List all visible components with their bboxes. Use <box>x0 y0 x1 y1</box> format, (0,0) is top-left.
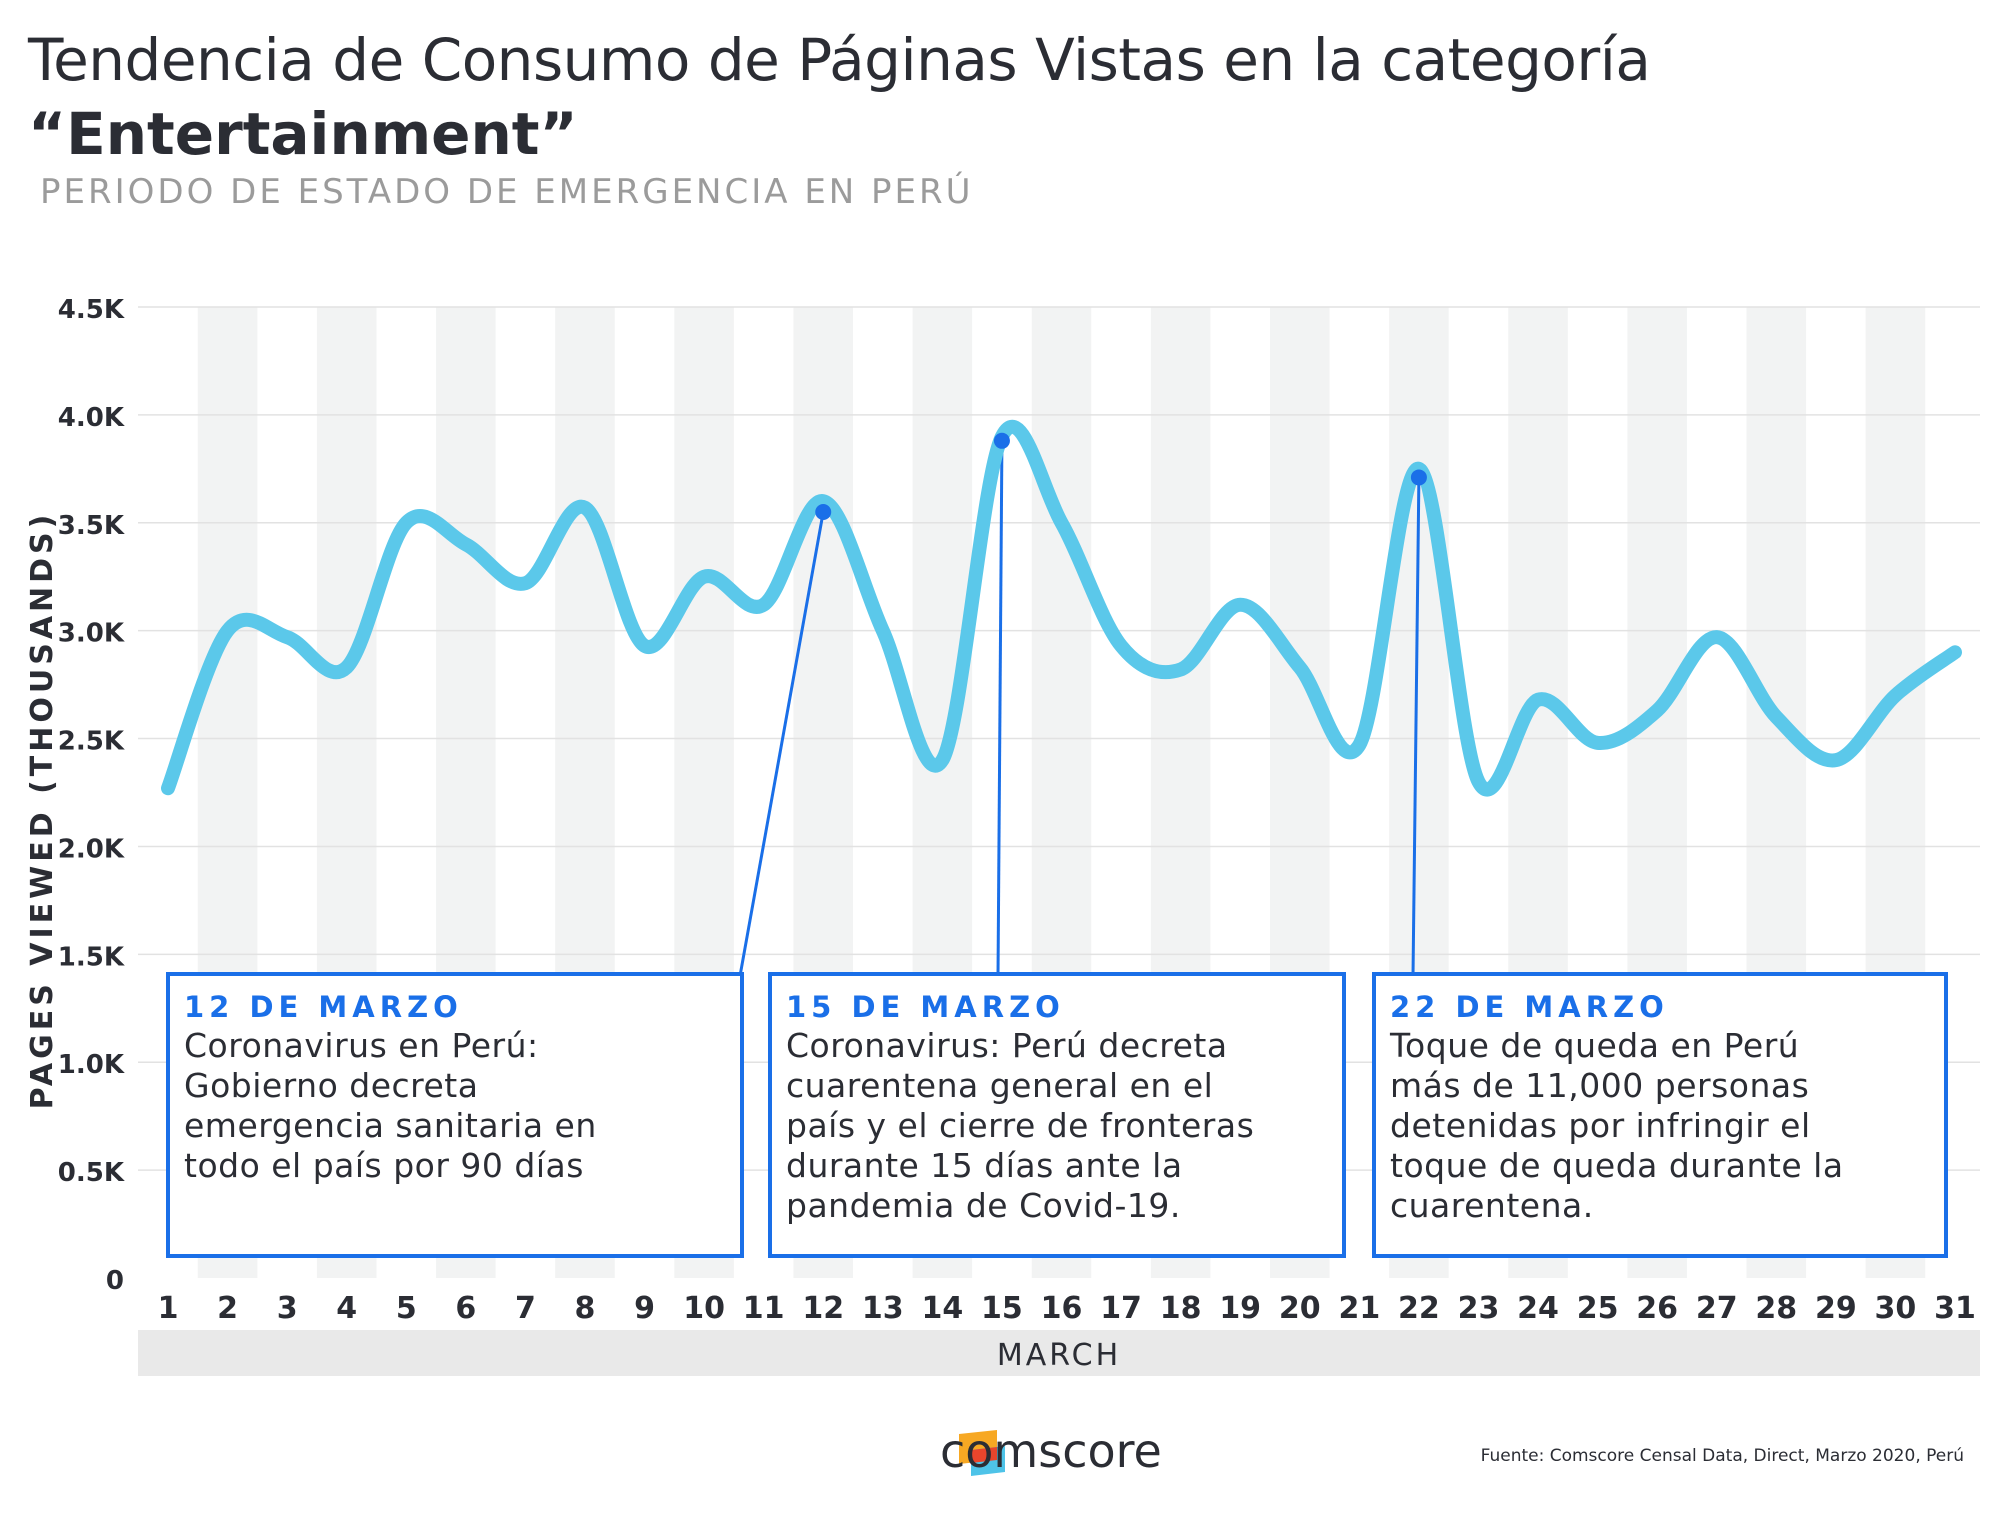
x-tick-label: 14 <box>921 1291 963 1326</box>
x-axis-title-bar <box>138 1330 1980 1376</box>
x-tick-label: 29 <box>1815 1291 1857 1326</box>
x-tick-label: 27 <box>1696 1291 1738 1326</box>
comscore-logo-icon <box>959 1430 1005 1476</box>
x-tick-label: 21 <box>1338 1291 1380 1326</box>
annotation-marker <box>815 503 832 520</box>
x-tick-label: 25 <box>1577 1291 1619 1326</box>
x-tick-label: 22 <box>1398 1291 1440 1326</box>
annotation-leader-line <box>996 440 1004 977</box>
x-axis-ticks: 1 2 3 4 5 6 7 8 9 10 11 12 13 14 15 16 17 18 19 20 21 22 23 24 2… <box>158 1291 1976 1326</box>
annotation-box: 22 DE MARZO Toque de queda en Perú más de … <box>1372 972 1948 1258</box>
x-tick-label: 20 <box>1279 1291 1321 1326</box>
x-axis-label: MARCH <box>997 1338 1121 1373</box>
chart-title-line1: Tendencia de Consumo de Páginas Vistas e… <box>28 26 1651 94</box>
annotation-text-line: durante 15 días ante la <box>786 1146 1183 1185</box>
x-tick-label: 10 <box>683 1291 725 1326</box>
x-tick-label: 16 <box>1041 1291 1083 1326</box>
annotation-text-line: cuarentena general en el <box>786 1066 1214 1105</box>
annotation-text-line: pandemia de Covid-19. <box>786 1186 1181 1225</box>
x-tick-label: 15 <box>981 1291 1023 1326</box>
annotation-text-line: más de 11,000 personas <box>1390 1066 1810 1105</box>
annotation-text-line: Coronavirus en Perú: <box>184 1026 539 1065</box>
x-tick-label: 9 <box>634 1291 655 1326</box>
y-tick-label: 4.0K <box>58 403 125 433</box>
y-axis-ticks: 0 0.5K 1.0K 1.5K 2.0K 2.5K 3.0K 3.5K 4.0K 4.5K <box>58 295 125 1296</box>
annotation-text-line: Gobierno decreta <box>184 1066 479 1105</box>
annotation-text-line: cuarentena. <box>1390 1186 1594 1225</box>
annotation-box: 12 DE MARZO Coronavirus en Perú: Gobierno … <box>166 972 744 1258</box>
x-tick-label: 6 <box>455 1291 476 1326</box>
x-tick-label: 23 <box>1458 1291 1500 1326</box>
y-axis-label: PAGES VIEWED (THOUSANDS) <box>25 511 60 1110</box>
annotation-date: 15 DE MARZO <box>786 990 1065 1024</box>
y-tick-label: 0 <box>106 1266 124 1296</box>
brand-name: comscore <box>940 1424 1162 1478</box>
annotation-marker <box>993 432 1010 449</box>
y-tick-label: 2.0K <box>58 834 125 864</box>
y-tick-label: 2.5K <box>58 727 125 757</box>
x-tick-label: 30 <box>1875 1291 1917 1326</box>
annotation-text-line: todo el país por 90 días <box>184 1146 584 1185</box>
annotation-text-line: Coronavirus: Perú decreta <box>786 1026 1228 1065</box>
x-tick-label: 7 <box>515 1291 536 1326</box>
x-tick-label: 3 <box>277 1291 298 1326</box>
x-tick-label: 8 <box>575 1291 596 1326</box>
x-tick-label: 12 <box>802 1291 844 1326</box>
chart-title-line2: “Entertainment” <box>28 100 578 168</box>
y-tick-label: 1.5K <box>58 942 125 972</box>
annotation-marker <box>1410 469 1427 486</box>
series-line <box>161 419 1962 797</box>
annotation-text-line: emergencia sanitaria en <box>184 1106 597 1145</box>
y-tick-label: 3.5K <box>58 511 125 541</box>
annotation-date: 22 DE MARZO <box>1390 990 1669 1024</box>
x-tick-label: 26 <box>1636 1291 1678 1326</box>
y-tick-label: 0.5K <box>58 1158 125 1188</box>
annotation-text-line: detenidas por infringir el <box>1390 1106 1811 1145</box>
x-tick-label: 19 <box>1219 1291 1261 1326</box>
x-tick-label: 28 <box>1755 1291 1797 1326</box>
x-tick-label: 18 <box>1160 1291 1202 1326</box>
y-tick-label: 4.5K <box>58 295 125 325</box>
x-tick-label: 2 <box>217 1291 238 1326</box>
x-tick-label: 4 <box>336 1291 357 1326</box>
annotation-markers <box>815 432 1427 520</box>
annotation-text-line: toque de queda durante la <box>1390 1146 1844 1185</box>
annotation-date: 12 DE MARZO <box>184 990 463 1024</box>
y-tick-label: 3.0K <box>58 619 125 649</box>
x-tick-label: 31 <box>1934 1291 1976 1326</box>
annotation-leader-line <box>738 511 825 977</box>
annotation-leaders <box>738 440 1421 977</box>
x-tick-label: 11 <box>743 1291 785 1326</box>
chart-subtitle: PERIODO DE ESTADO DE EMERGENCIA EN PERÚ <box>40 172 974 212</box>
x-tick-label: 24 <box>1517 1291 1559 1326</box>
annotation-box: 15 DE MARZO Coronavirus: Perú decreta cuar… <box>768 972 1346 1258</box>
annotation-text-line: país y el cierre de fronteras <box>786 1106 1255 1145</box>
annotation-text-line: Toque de queda en Perú <box>1390 1026 1800 1065</box>
y-tick-label: 1.0K <box>58 1050 125 1080</box>
x-tick-label: 17 <box>1100 1291 1142 1326</box>
annotation-leader-line <box>1411 477 1421 977</box>
source-note: Fuente: Comscore Censal Data, Direct, Ma… <box>1480 1446 1964 1466</box>
x-tick-label: 1 <box>158 1291 179 1326</box>
x-tick-label: 13 <box>862 1291 904 1326</box>
x-tick-label: 5 <box>396 1291 417 1326</box>
